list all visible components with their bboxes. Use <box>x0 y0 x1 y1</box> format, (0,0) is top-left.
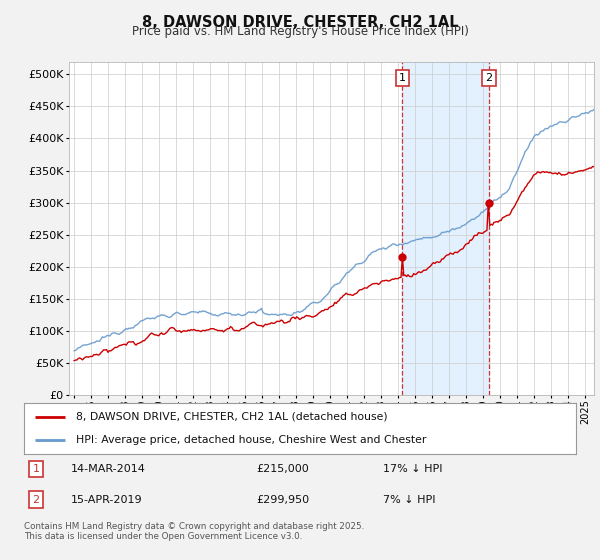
Text: 1: 1 <box>32 464 40 474</box>
Text: Price paid vs. HM Land Registry's House Price Index (HPI): Price paid vs. HM Land Registry's House … <box>131 25 469 38</box>
Text: 8, DAWSON DRIVE, CHESTER, CH2 1AL: 8, DAWSON DRIVE, CHESTER, CH2 1AL <box>142 15 458 30</box>
Text: 1: 1 <box>399 73 406 83</box>
Text: 17% ↓ HPI: 17% ↓ HPI <box>383 464 442 474</box>
Text: Contains HM Land Registry data © Crown copyright and database right 2025.
This d: Contains HM Land Registry data © Crown c… <box>24 522 364 542</box>
Text: 14-MAR-2014: 14-MAR-2014 <box>71 464 146 474</box>
Text: 7% ↓ HPI: 7% ↓ HPI <box>383 495 436 505</box>
Text: 8, DAWSON DRIVE, CHESTER, CH2 1AL (detached house): 8, DAWSON DRIVE, CHESTER, CH2 1AL (detac… <box>76 412 388 422</box>
Text: 2: 2 <box>32 495 40 505</box>
Bar <box>402 62 489 395</box>
Text: £215,000: £215,000 <box>256 464 308 474</box>
Text: HPI: Average price, detached house, Cheshire West and Chester: HPI: Average price, detached house, Ches… <box>76 435 427 445</box>
Text: £299,950: £299,950 <box>256 495 309 505</box>
Text: 2: 2 <box>485 73 493 83</box>
Text: 15-APR-2019: 15-APR-2019 <box>71 495 143 505</box>
